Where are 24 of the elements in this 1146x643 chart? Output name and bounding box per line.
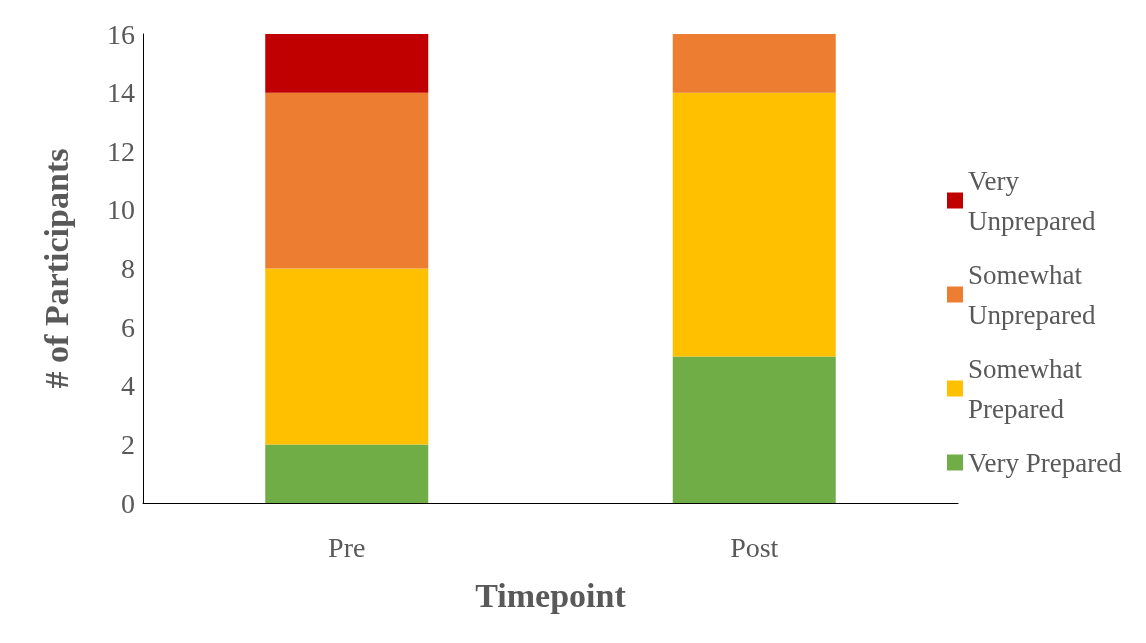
bar [265,268,429,445]
legend-label: Very Unprepared [968,165,1096,236]
x-tick-label: Pre [328,531,366,563]
bar [265,34,429,93]
y-tick-label: 0 [121,487,135,519]
bar [672,356,836,503]
bar [265,444,429,503]
bar [672,92,836,357]
y-tick-label: 12 [107,135,135,167]
y-axis-title: # of Participants [37,148,75,389]
x-axis-title: Timepoint [475,576,627,614]
y-tick-label: 8 [121,253,135,284]
y-tick-label: 4 [121,370,135,402]
legend-label: Somewhat Prepared [968,353,1089,424]
legend-label: Somewhat Unprepared [968,259,1096,330]
y-tick-label: 14 [107,77,135,109]
y-tick-label: 2 [121,428,135,460]
y-tick-label: 16 [107,18,135,50]
y-tick-label: 6 [121,311,135,343]
bar [265,92,429,269]
bar [672,34,836,93]
legend-label: Very Prepared [968,447,1123,478]
y-tick-label: 10 [107,194,135,226]
x-tick-label: Post [730,531,779,563]
